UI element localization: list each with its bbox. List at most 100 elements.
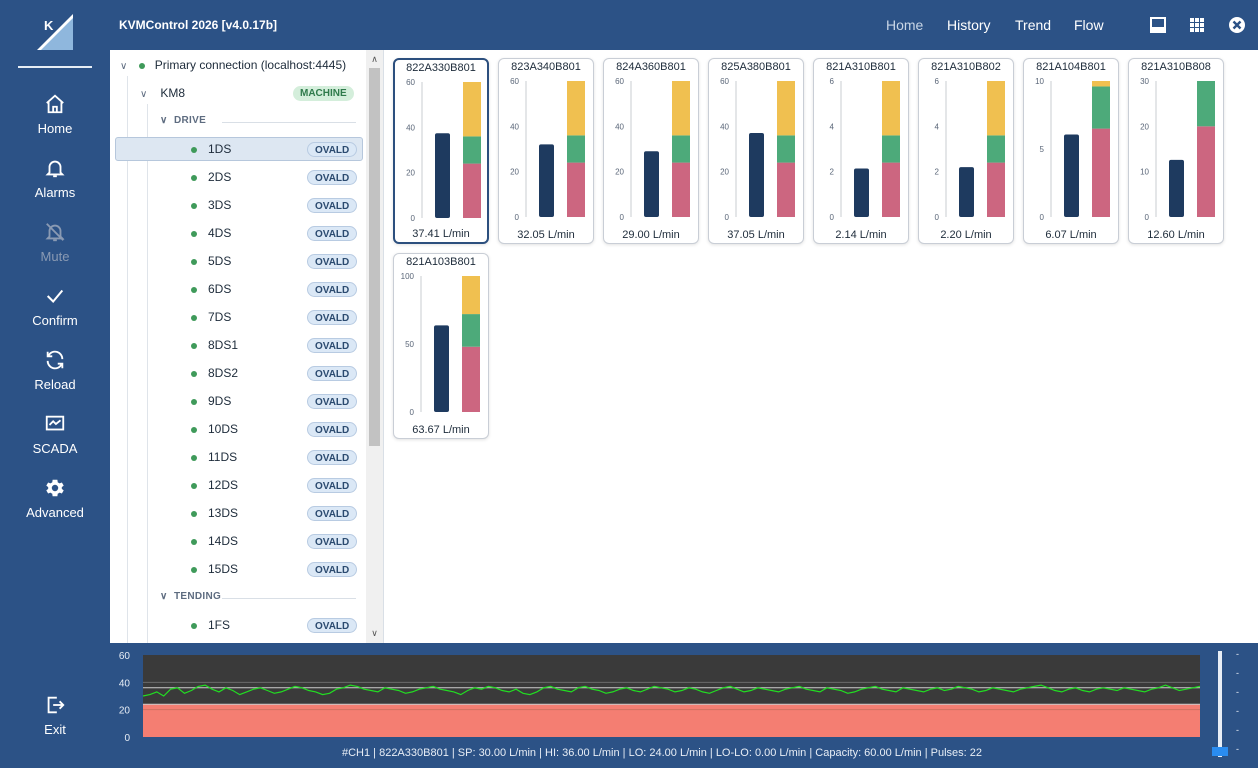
gauge-title: 823A340B801	[511, 61, 581, 73]
connection-node[interactable]: ∨ Primary connection (localhost:4445)	[120, 54, 346, 76]
reload-icon	[46, 350, 64, 370]
gauge-tick-label: 60	[406, 78, 415, 87]
tree-item-1fs[interactable]: 1FS	[191, 614, 230, 636]
chevron-down-icon[interactable]: ∨	[160, 115, 168, 126]
nav-scada-button[interactable]: SCADA	[0, 413, 110, 473]
zone-high	[567, 81, 585, 136]
home-icon	[46, 94, 64, 114]
nav-home-button[interactable]: Home	[0, 93, 110, 153]
gauge-card[interactable]: 821A310B801 6 4 2 0 2.14 L/min	[813, 58, 909, 244]
group-label: DRIVE	[174, 115, 207, 126]
chevron-down-icon[interactable]: ∨	[160, 591, 168, 602]
tree-item-15ds[interactable]: 15DS	[191, 558, 238, 580]
chevron-down-icon[interactable]: ∨	[120, 61, 128, 72]
gauge-tick-label: 4	[830, 122, 835, 131]
tree-item-label: 9DS	[208, 394, 232, 408]
svg-text:K: K	[44, 18, 54, 33]
trend-line	[142, 684, 1201, 697]
gauge-card[interactable]: 821A103B801 100 50 0 63.67 L/min	[393, 253, 489, 439]
gauge-tick-label: 0	[620, 213, 625, 222]
group-header-tending[interactable]: ∨ TENDING	[160, 591, 221, 602]
tab-history[interactable]: History	[947, 17, 991, 33]
gauge-chart: 30 20 10 0	[1140, 77, 1215, 222]
tree-item-label: 12DS	[208, 478, 239, 492]
zone-normal	[462, 314, 480, 347]
gauge-value-label: 63.67 L/min	[412, 424, 470, 436]
machine-node[interactable]: ∨ KM8	[140, 82, 185, 104]
item-badge: OVALD	[307, 254, 358, 269]
tree-item-3ds[interactable]: 3DS	[191, 194, 231, 216]
tree-item-4ds[interactable]: 4DS	[191, 222, 231, 244]
nav-reload-button[interactable]: Reload	[0, 349, 110, 409]
tree-item-10ds[interactable]: 10DS	[191, 418, 238, 440]
tree-item-2ds[interactable]: 2DS	[191, 166, 231, 188]
item-badge: OVALD	[307, 534, 358, 549]
gauge-card[interactable]: 821A310B808 30 20 10 0 12.60 L/min	[1128, 58, 1224, 244]
tree-item-6ds[interactable]: 6DS	[191, 278, 231, 300]
gauge-card[interactable]: 825A380B801 60 40 20 0 37.05 L/min	[708, 58, 804, 244]
tree-item-7ds[interactable]: 7DS	[191, 306, 231, 328]
scroll-thumb[interactable]	[369, 68, 380, 446]
tab-flow[interactable]: Flow	[1074, 17, 1104, 33]
tree-item-label: 11DS	[208, 450, 238, 464]
nav-home-label: Home	[37, 121, 73, 136]
zone-high	[463, 82, 481, 137]
status-dot	[191, 286, 197, 293]
status-dot	[191, 510, 197, 517]
gauge-title: 821A103B801	[406, 256, 476, 268]
bell-off-icon	[45, 223, 65, 242]
item-badge: OVALD	[307, 226, 358, 241]
gauge-value-bar	[854, 168, 869, 217]
trend-level-track	[1218, 651, 1222, 757]
grid-view-icon[interactable]	[1188, 16, 1206, 34]
gauge-value-label: 29.00 L/min	[622, 229, 680, 241]
zone-high	[1092, 81, 1110, 87]
nav-alarms-button[interactable]: Alarms	[0, 157, 110, 217]
tree-item-5ds[interactable]: 5DS	[191, 250, 231, 272]
left-navigation: K Home Alarms Mute Confirm Reload SCADA …	[0, 0, 110, 768]
gauge-card[interactable]: 823A340B801 60 40 20 0 32.05 L/min	[498, 58, 594, 244]
nav-exit-button[interactable]: Exit	[0, 694, 110, 754]
scroll-down-icon[interactable]: ∨	[371, 628, 378, 638]
tab-home[interactable]: Home	[886, 17, 924, 33]
zone-high	[462, 276, 480, 315]
gauge-card[interactable]: 821A310B802 6 4 2 0 2.20 L/min	[918, 58, 1014, 244]
trend-y-tick: 0	[124, 733, 130, 744]
gauge-tick-label: 6	[935, 77, 940, 86]
gauge-tick-label: 0	[411, 214, 416, 223]
tree-item-8ds2[interactable]: 8DS2	[191, 362, 238, 384]
panel-toggle-icon[interactable]	[1149, 16, 1167, 34]
trend-panel: 60 40 20 0 - - - - - - #CH1 | 822A330B801 | SP: 3…	[110, 643, 1258, 768]
nav-advanced-button[interactable]: Advanced	[0, 477, 110, 537]
tree-item-12ds[interactable]: 12DS	[191, 474, 238, 496]
scroll-up-icon[interactable]: ∧	[371, 54, 378, 64]
gauge-chart: 10 5 0	[1035, 77, 1110, 222]
gauge-grid: 822A330B801 60 40 20 0 37.41 L/min 823A340B801…	[385, 50, 1258, 643]
zone-normal	[567, 135, 585, 163]
zone-normal	[672, 135, 690, 163]
nav-advanced-label: Advanced	[26, 505, 84, 520]
gauge-card[interactable]: 821A104B801 10 5 0 6.07 L/min	[1023, 58, 1119, 244]
trend-low-zone	[143, 704, 1200, 737]
nav-mute-button[interactable]: Mute	[0, 221, 110, 281]
chevron-down-icon[interactable]: ∨	[140, 89, 148, 100]
group-header-drive[interactable]: ∨ DRIVE	[160, 115, 206, 126]
close-icon[interactable]	[1228, 16, 1246, 34]
tree-item-9ds[interactable]: 9DS	[191, 390, 231, 412]
zone-low	[1197, 126, 1215, 217]
tree-item-8ds1[interactable]: 8DS1	[191, 334, 238, 356]
gauge-card[interactable]: 824A360B801 60 40 20 0 29.00 L/min	[603, 58, 699, 244]
connection-label: Primary connection (localhost:4445)	[154, 58, 347, 72]
gauge-value-bar	[1169, 159, 1184, 217]
tree-item-14ds[interactable]: 14DS	[191, 530, 238, 552]
tree-item-13ds[interactable]: 13DS	[191, 502, 238, 524]
tab-trend[interactable]: Trend	[1015, 17, 1052, 33]
tree-scrollbar[interactable]: ∧ ∨	[366, 50, 383, 643]
zone-normal	[1197, 81, 1215, 127]
gauge-tick-label: 0	[410, 408, 415, 417]
tree-item-11ds[interactable]: 11DS	[191, 446, 237, 468]
tree-item-1ds[interactable]: 1DS	[191, 138, 231, 160]
trend-level-handle	[1212, 747, 1228, 756]
gauge-card[interactable]: 822A330B801 60 40 20 0 37.41 L/min	[393, 58, 489, 244]
nav-confirm-button[interactable]: Confirm	[0, 285, 110, 345]
